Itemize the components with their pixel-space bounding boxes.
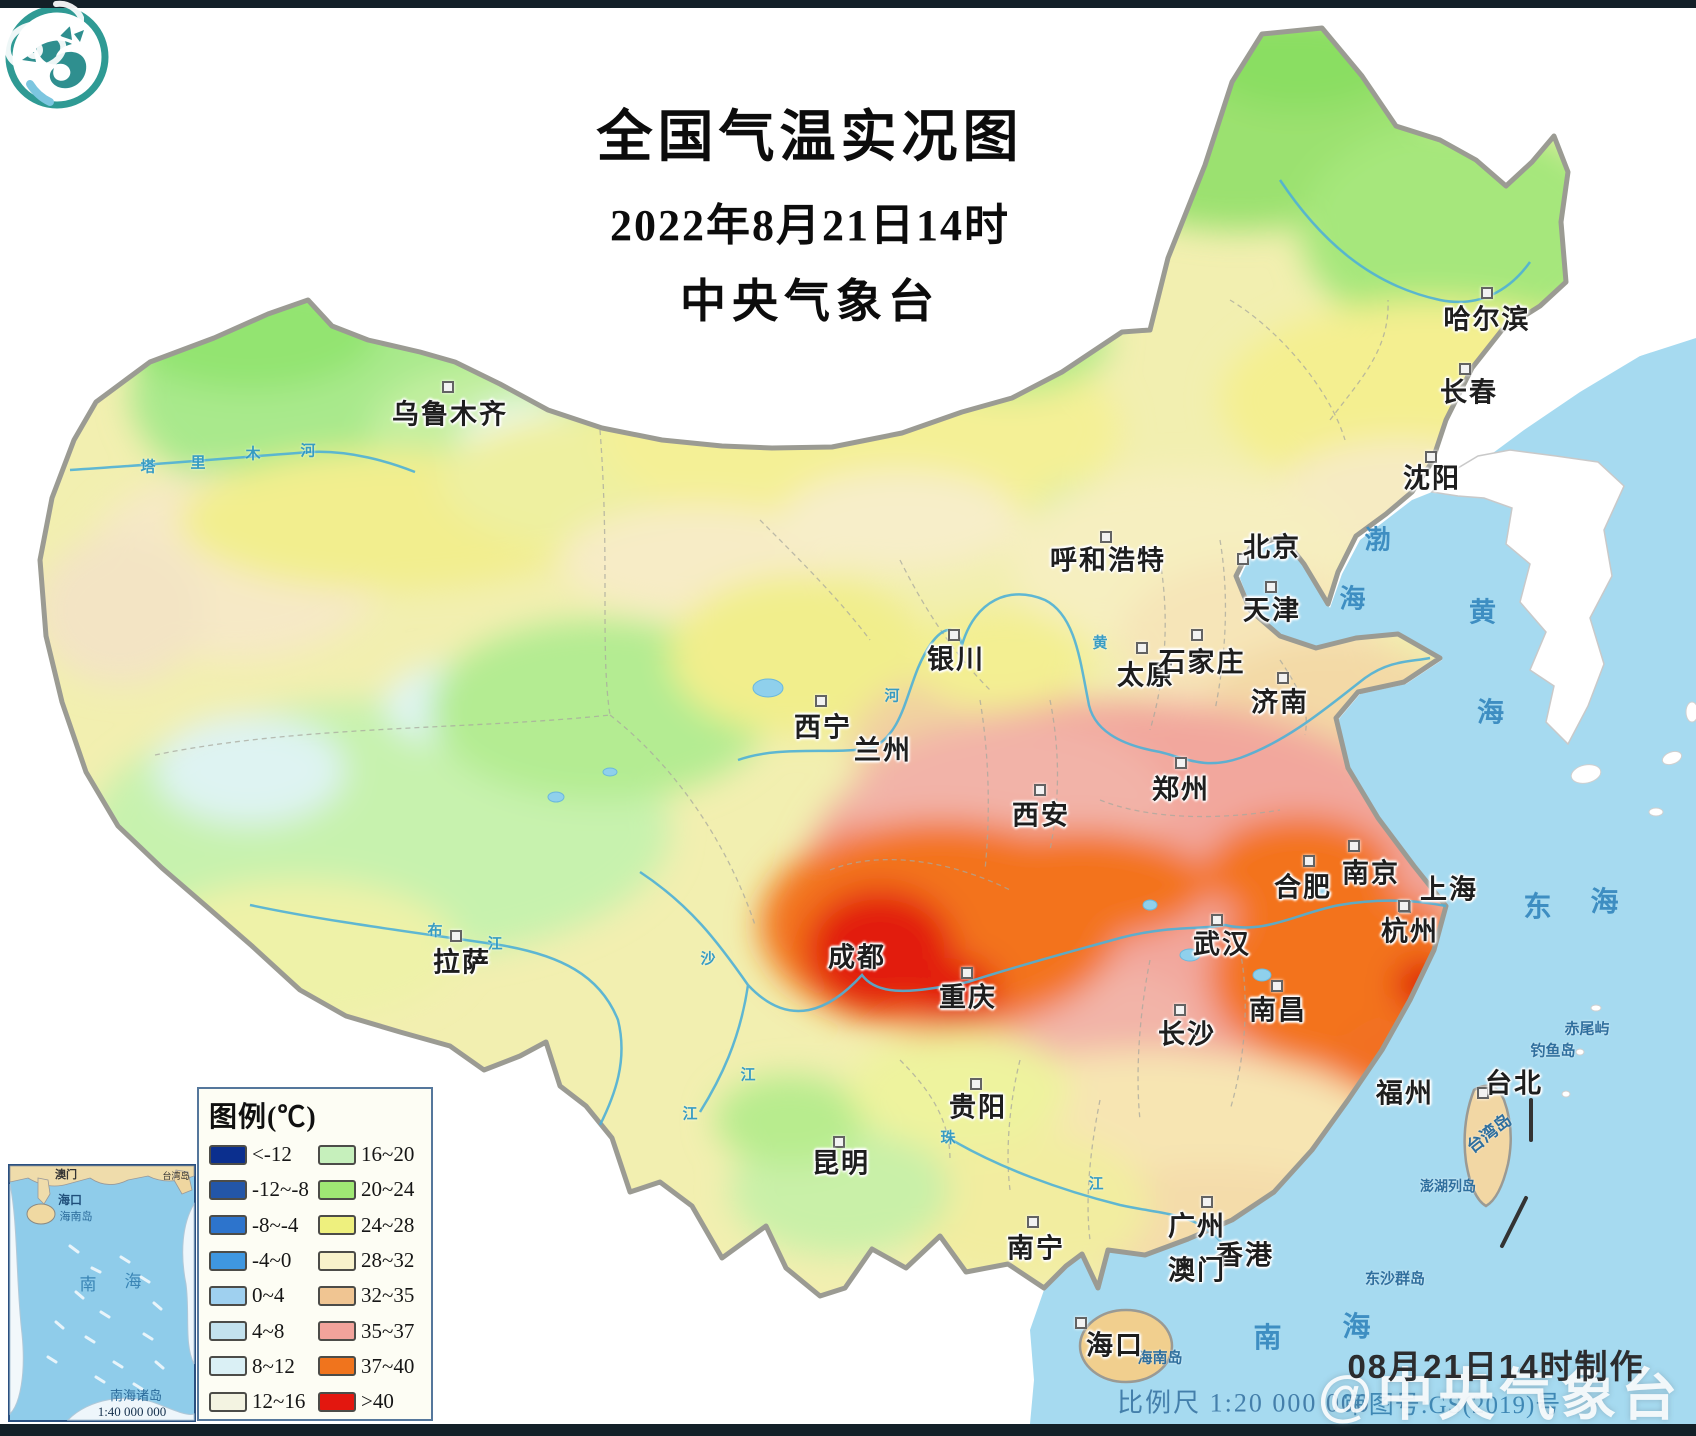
legend-item-label: -12~-8 (252, 1177, 309, 1202)
legend-item: 4~8 (209, 1313, 318, 1348)
legend-item: 32~35 (318, 1278, 427, 1313)
legend-color-swatch (318, 1356, 356, 1377)
scale-text: 比例尺 1:20 000 000 (1117, 1388, 1371, 1418)
legend-item-label: 28~32 (361, 1248, 415, 1273)
map-datetime: 2022年8月21日14时 (610, 201, 1010, 250)
legend-item-label: >40 (361, 1389, 394, 1414)
legend-color-swatch (209, 1144, 247, 1165)
lakes (547, 678, 1329, 982)
top-frame-bar (0, 0, 1696, 8)
legend-color-swatch (209, 1179, 247, 1200)
approval-number-text: 审图号:GS(2019)号 (1342, 1392, 1562, 1419)
taiwan-island (1463, 1084, 1512, 1208)
legend-item: 16~20 (318, 1137, 427, 1172)
inset-hainan-label: 海南岛 (60, 1209, 93, 1223)
map-title: 全国气温实况图 (596, 107, 1024, 169)
legend-item-label: 24~28 (361, 1212, 415, 1237)
legend-color-swatch (318, 1250, 356, 1271)
legend-item-label: 20~24 (361, 1177, 415, 1202)
boundary-dashes (1500, 1098, 1533, 1248)
inset-taiwan-label: 台湾岛 (162, 1170, 189, 1181)
legend-color-swatch (318, 1391, 356, 1412)
legend-item-label: 4~8 (252, 1318, 285, 1343)
inset-island-marks (46, 1244, 165, 1391)
legend-item-label: 12~16 (252, 1389, 306, 1414)
legend-color-swatch (209, 1285, 247, 1306)
legend-item-label: 32~35 (361, 1283, 415, 1308)
south-china-sea-inset-map: 澳门 台湾岛 海口 海南岛 南 海 南海诸岛 1:40 000 000 (8, 1164, 196, 1422)
legend-item: 35~37 (318, 1313, 427, 1348)
legend-columns: <-12 -12~-8 -8~-4 -4~0 0~4 (209, 1137, 427, 1419)
legend-color-swatch (318, 1179, 356, 1200)
legend-item: 28~32 (318, 1243, 427, 1278)
legend-item: 0~4 (209, 1278, 318, 1313)
legend-item: 12~16 (209, 1384, 318, 1419)
inset-sea-char: 南 (80, 1275, 97, 1294)
province-borders (154, 299, 1389, 1241)
legend-color-swatch (209, 1356, 247, 1377)
legend-color-swatch (209, 1321, 247, 1342)
rivers (69, 179, 1532, 1244)
foreign-land-northeast (1552, 106, 1696, 356)
legend-color-swatch (318, 1144, 356, 1165)
legend-color-swatch (209, 1250, 247, 1271)
legend-item: <-12 (209, 1137, 318, 1172)
legend-item-label: <-12 (252, 1142, 292, 1167)
inset-scale-label: 1:40 000 000 (98, 1404, 167, 1419)
hainan-island (1078, 1308, 1174, 1384)
legend-item-label: 8~12 (252, 1353, 295, 1378)
legend-box: 图例(℃) <-12 -12~-8 -8~-4 -4~0 (197, 1087, 433, 1421)
inset-labels: 澳门 台湾岛 海口 海南岛 南 海 南海诸岛 1:40 000 000 (55, 1167, 190, 1419)
legend-item-label: 0~4 (252, 1283, 285, 1308)
legend-color-swatch (209, 1215, 247, 1236)
made-timestamp: 08月21日14时制作 (1347, 1348, 1645, 1385)
legend-item-label: 35~37 (361, 1318, 415, 1343)
legend-item: 37~40 (318, 1349, 427, 1384)
inset-islands-label: 南海诸岛 (110, 1388, 162, 1403)
legend-column-right: 16~20 20~24 24~28 28~32 32~35 (318, 1137, 427, 1419)
legend-item: -8~-4 (209, 1208, 318, 1243)
legend-item: -4~0 (209, 1243, 318, 1278)
legend-item-label: 16~20 (361, 1142, 415, 1167)
legend-item: 20~24 (318, 1172, 427, 1207)
legend-column-left: <-12 -12~-8 -8~-4 -4~0 0~4 (209, 1137, 318, 1419)
weibo-watermark-handle: @中央气象台 (1317, 1363, 1683, 1427)
legend-item-label: -4~0 (252, 1248, 292, 1273)
title-block: 全国气温实况图 2022年8月21日14时 中央气象台 (597, 92, 1024, 331)
legend-item: 8~12 (209, 1349, 318, 1384)
inset-sea-char: 海 (125, 1272, 142, 1291)
national-border (37, 25, 1571, 1299)
legend-item-label: -8~-4 (252, 1212, 299, 1237)
legend-title: 图例(℃) (209, 1102, 317, 1133)
legend-color-swatch (318, 1285, 356, 1306)
map-org: 中央气象台 (680, 276, 940, 327)
legend-item-label: 37~40 (361, 1353, 415, 1378)
legend-item: >40 (318, 1384, 427, 1419)
korea-peninsula (1430, 449, 1625, 746)
legend-color-swatch (318, 1215, 356, 1236)
legend-item: 24~28 (318, 1208, 427, 1243)
legend-color-swatch (318, 1321, 356, 1342)
bottom-frame-bar (0, 1424, 1696, 1436)
inset-macau-label: 澳门 (55, 1167, 77, 1181)
weibo-icon (4, 0, 84, 72)
legend-color-swatch (209, 1391, 247, 1412)
offshore-islands (1561, 701, 1696, 1098)
legend-item: -12~-8 (209, 1172, 318, 1207)
inset-haikou-label: 海口 (58, 1192, 82, 1207)
